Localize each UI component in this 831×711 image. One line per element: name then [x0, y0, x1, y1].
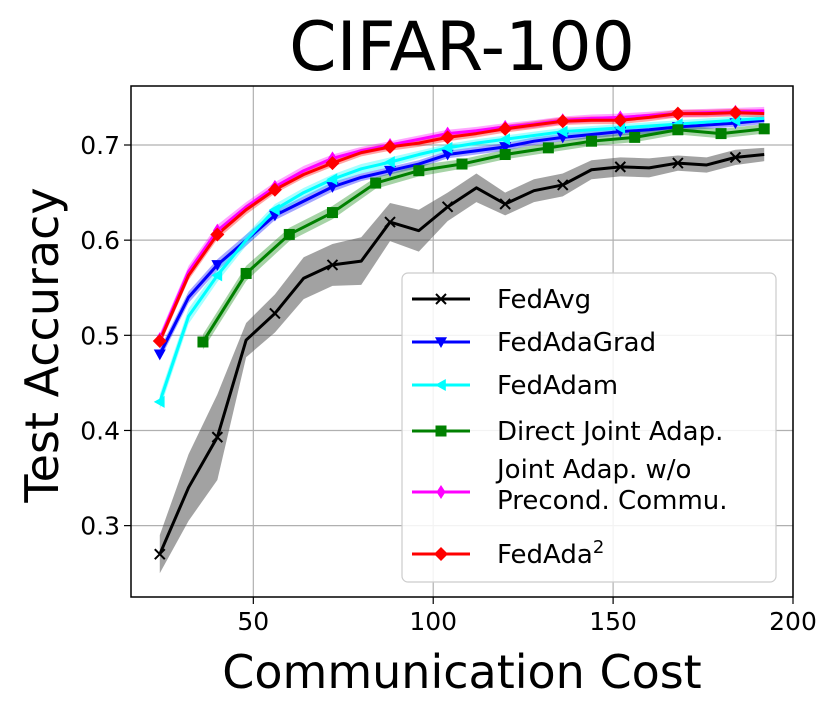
point-fedada: [440, 130, 455, 145]
point-direct-joint-adap: [629, 131, 641, 143]
point-fedavg: [672, 157, 684, 169]
legend-label: Joint Adap. w/o: [495, 455, 691, 485]
legend-swatch-marker: [436, 485, 446, 499]
point-fedavg: [499, 198, 511, 210]
point-fedadam: [556, 125, 568, 138]
legend-swatch-marker: [435, 337, 447, 348]
line-fedadagrad: [158, 118, 765, 356]
legend-label: FedAda2: [497, 537, 604, 570]
point-direct-joint-adap: [758, 123, 770, 135]
band-fedavg: [159, 147, 765, 574]
point-direct-joint-adap: [542, 142, 554, 154]
y-axis-title: Test Accuracy: [15, 187, 69, 503]
point-fedada: [210, 227, 225, 242]
point-fedadam: [268, 203, 280, 216]
axis-ticks: 50 100 150 200 0.3 0.4 0.5 0.6 0.7: [80, 131, 817, 636]
point-fedadam: [211, 269, 223, 282]
point-fedavg: [269, 307, 281, 320]
point-direct-joint-adap: [326, 207, 338, 219]
line-fedada: [158, 111, 765, 342]
legend-frame: [401, 272, 777, 583]
y-tick-label: 0.5: [80, 321, 120, 350]
legend-item-fedavg: FedAvg: [412, 285, 591, 315]
point-fedadagrad: [384, 165, 397, 177]
y-tick-label: 0.6: [80, 226, 120, 255]
legend-label: FedAdam: [497, 371, 618, 401]
point-fedavg: [154, 548, 166, 560]
x-tick-label: 50: [237, 607, 269, 636]
x-tick-label: 150: [589, 607, 637, 636]
point-direct-joint-adap: [586, 135, 598, 147]
point-direct-joint-adap: [370, 177, 382, 189]
point-fedada: [498, 121, 513, 136]
y-tick-label: 0.4: [80, 416, 120, 445]
legend-swatch-marker: [434, 547, 448, 561]
point-fedavg: [326, 259, 339, 271]
legend-swatch-marker: [435, 293, 447, 305]
point-fedada: [383, 139, 398, 154]
point-fedada: [152, 334, 167, 349]
point-direct-joint-adap: [197, 336, 209, 348]
point-fedada: [670, 106, 685, 121]
point-fedada: [728, 105, 743, 120]
point-fedadagrad: [326, 182, 339, 193]
point-fedadagrad: [211, 260, 224, 271]
line-fedadam: [158, 116, 765, 403]
point-direct-joint-adap: [413, 165, 425, 177]
point-fedada: [325, 156, 340, 171]
legend-label: FedAvg: [497, 285, 591, 315]
point-fedavg: [384, 216, 396, 228]
point-fedada: [267, 182, 282, 197]
point-fedada: [613, 113, 628, 128]
x-axis-title: Communication Cost: [222, 645, 701, 699]
point-fedadam: [384, 156, 395, 169]
x-tick-label: 200: [769, 607, 817, 636]
chart-title: CIFAR-100: [289, 8, 635, 87]
point-fedavg: [729, 151, 742, 164]
point-direct-joint-adap: [240, 267, 252, 279]
legend-swatch-marker: [435, 379, 446, 391]
point-direct-joint-adap: [283, 228, 295, 240]
point-fedavg: [441, 201, 454, 213]
legend: FedAvg FedAdaGrad FedAdam Direct Joint Adap…: [401, 272, 777, 583]
point-fedadagrad: [153, 349, 166, 361]
legend-item-fedadagrad: FedAdaGrad: [412, 328, 656, 358]
point-fedadam: [326, 173, 338, 186]
point-direct-joint-adap: [715, 128, 727, 140]
x-tick-label: 100: [409, 607, 457, 636]
point-fedavg: [211, 431, 224, 443]
legend-item-fedadam: FedAdam: [412, 371, 618, 401]
legend-item-fedada: FedAda2: [412, 537, 604, 570]
point-fedavg: [614, 161, 627, 173]
legend-swatch-marker: [435, 425, 447, 437]
point-fedavg: [557, 179, 569, 191]
plot-frame: [130, 85, 794, 598]
point-fedadagrad: [499, 142, 512, 153]
series-markers: [152, 104, 770, 560]
legend-label: Precond. Commu.: [497, 486, 728, 516]
line-fedavg: [158, 153, 765, 555]
legend-label: Direct Joint Adap.: [497, 417, 723, 447]
y-tick-label: 0.3: [80, 512, 120, 541]
point-direct-joint-adap: [456, 158, 468, 170]
point-fedadam: [153, 395, 165, 408]
y-tick-label: 0.7: [80, 131, 120, 160]
point-fedadam: [441, 141, 453, 154]
point-fedada: [555, 114, 570, 129]
legend-item-direct-joint-adap: Direct Joint Adap.: [412, 417, 723, 447]
point-direct-joint-adap: [499, 149, 511, 161]
point-fedadam: [499, 133, 510, 146]
series-lines: [158, 109, 765, 555]
point-direct-joint-adap: [672, 124, 684, 136]
line-direct-joint-adap: [201, 127, 765, 343]
legend-label: FedAdaGrad: [497, 328, 656, 358]
